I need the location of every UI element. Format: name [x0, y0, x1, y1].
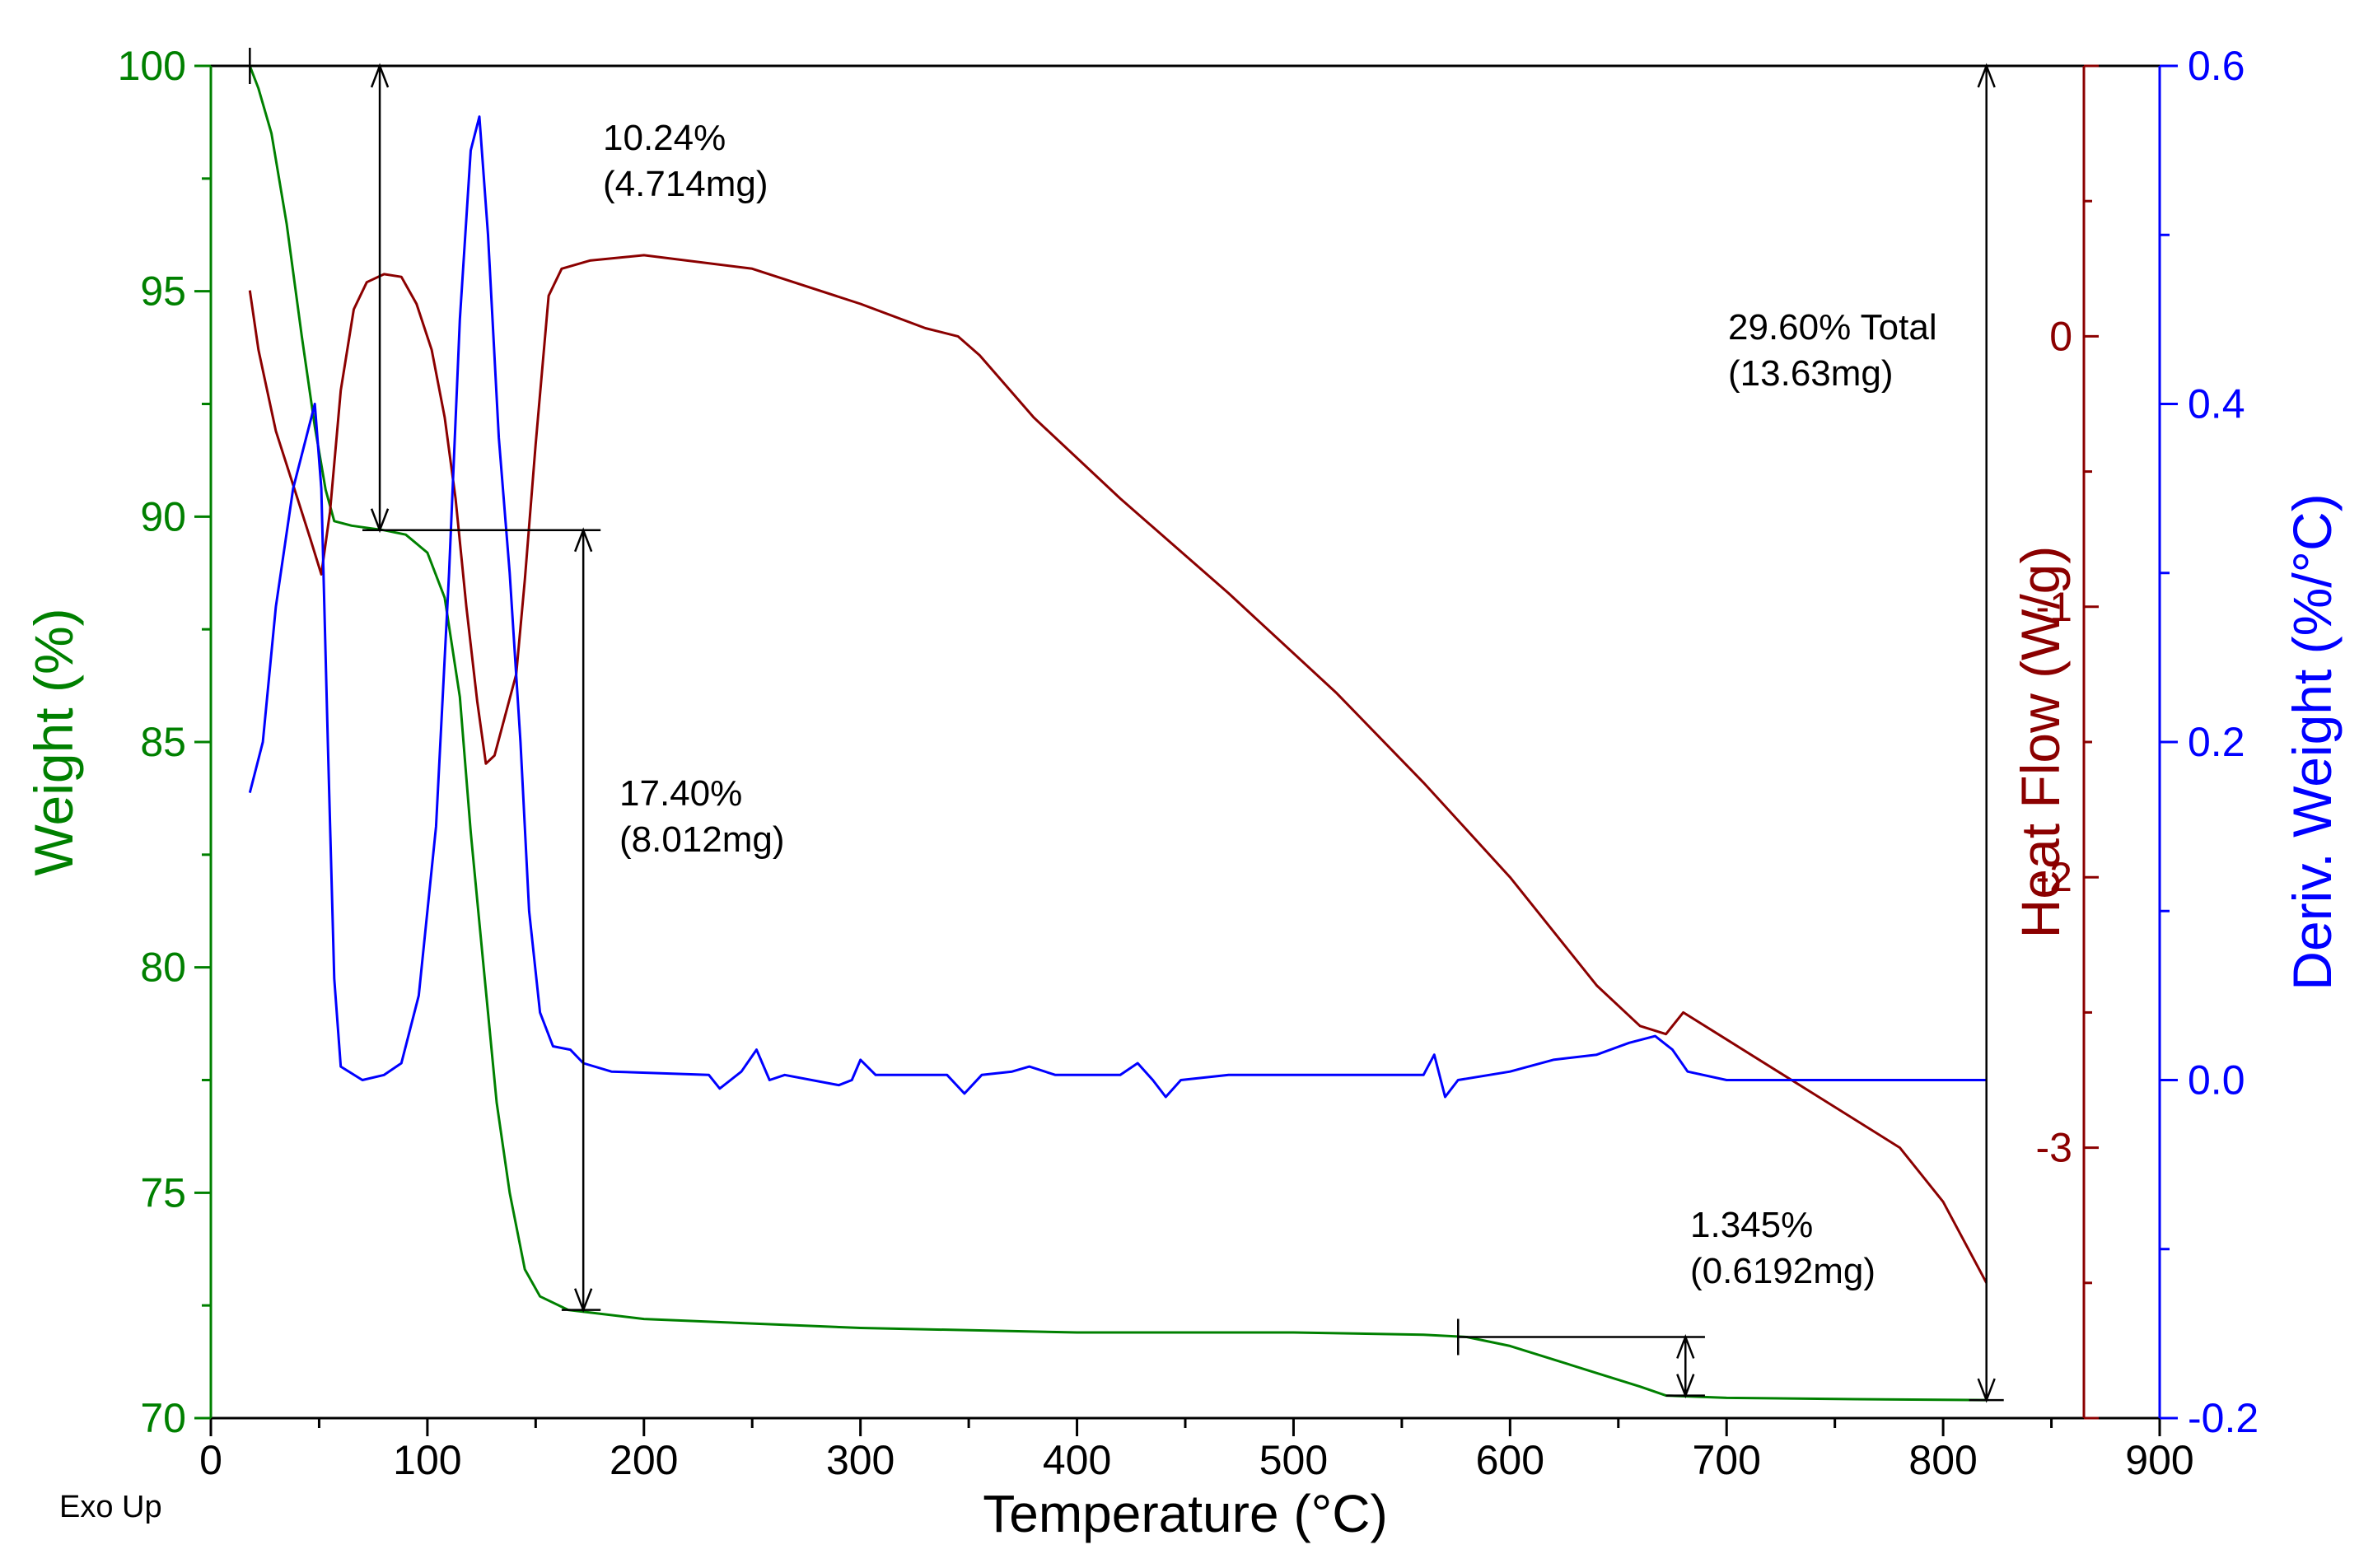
x-tick-label: 600: [1476, 1437, 1544, 1483]
arrow-head-down: [370, 508, 390, 534]
x-tick-label: 0: [199, 1437, 222, 1483]
deriv-weight-tick-label: 0.2: [2188, 719, 2245, 765]
weight-axis: 70 75 80 85 90 95 100: [118, 43, 213, 1441]
annotation-step1-mass: (4.714mg): [603, 164, 768, 204]
x-tick-label: 200: [610, 1437, 678, 1483]
step-markers: [249, 48, 2004, 1403]
deriv-weight-tick-label: 0.6: [2188, 43, 2245, 89]
x-tick-label: 400: [1043, 1437, 1111, 1483]
x-tick-label: 800: [1908, 1437, 1977, 1483]
exo-up-label: Exo Up: [59, 1490, 162, 1524]
heat-flow-line: [248, 254, 1988, 1284]
heat-flow-tick-label: 0: [2049, 313, 2072, 359]
heat-flow-axis-title: Heat Flow (W/g): [2010, 546, 2071, 939]
arrow-head-up: [1676, 1333, 1695, 1359]
arrow-head-down: [1676, 1374, 1695, 1399]
deriv-weight-tick-label: 0.4: [2188, 381, 2245, 427]
weight-tick-label: 90: [140, 493, 186, 539]
arrow-head-up: [1977, 63, 1996, 88]
series-lines: [248, 65, 1988, 1402]
x-tick-label: 100: [393, 1437, 461, 1483]
heat-flow-axis: -3 -2 -1 0: [2036, 64, 2099, 1420]
arrow-head-down: [574, 1288, 593, 1314]
weight-tick-label: 70: [140, 1395, 186, 1441]
weight-tick-label: 95: [140, 268, 186, 315]
arrow-head-up: [574, 527, 593, 553]
deriv-weight-line: [248, 115, 1987, 1099]
weight-line: [248, 65, 1987, 1402]
deriv-weight-axis: -0.2 0.0 0.2 0.4 0.6: [2158, 43, 2259, 1441]
arrow-head-down: [1977, 1378, 1996, 1403]
annotation-step3-mass: (0.6192mg): [1690, 1251, 1876, 1291]
x-tick-label: 300: [826, 1437, 895, 1483]
deriv-weight-tick-label: -0.2: [2188, 1395, 2259, 1441]
heat-flow-tick-label: -2: [2036, 854, 2072, 900]
annotation-step3-percent: 1.345%: [1690, 1205, 1813, 1245]
arrow-head-up: [370, 63, 390, 88]
heat-flow-tick-label: -1: [2036, 584, 2072, 630]
annotation-step2-mass: (8.012mg): [619, 819, 785, 860]
x-axis: 0 100 200 300 400 500 600 700 800 900: [199, 1418, 2194, 1483]
plot-frame: [209, 64, 2161, 1420]
deriv-weight-tick-label: 0.0: [2188, 1057, 2245, 1104]
weight-axis-title: Weight (%): [23, 608, 84, 875]
deriv-weight-axis-title: Deriv. Weight (%/°C): [2282, 493, 2343, 990]
x-tick-label: 700: [1693, 1437, 1761, 1483]
annotations: 10.24% (4.714mg) 17.40% (8.012mg) 29.60%…: [603, 118, 1937, 1291]
weight-tick-label: 85: [140, 719, 186, 765]
heat-flow-tick-label: -3: [2036, 1125, 2072, 1171]
x-axis-title: Temperature (°C): [983, 1484, 1388, 1543]
annotation-total-percent: 29.60% Total: [1728, 307, 1937, 348]
weight-tick-label: 80: [140, 945, 186, 991]
annotation-step2-percent: 17.40%: [619, 773, 742, 814]
weight-tick-label: 75: [140, 1169, 186, 1216]
weight-tick-label: 100: [118, 43, 186, 89]
annotation-total-mass: (13.63mg): [1728, 353, 1894, 394]
x-tick-label: 900: [2125, 1437, 2193, 1483]
annotation-step1-percent: 10.24%: [603, 118, 726, 158]
x-tick-label: 500: [1259, 1437, 1328, 1483]
